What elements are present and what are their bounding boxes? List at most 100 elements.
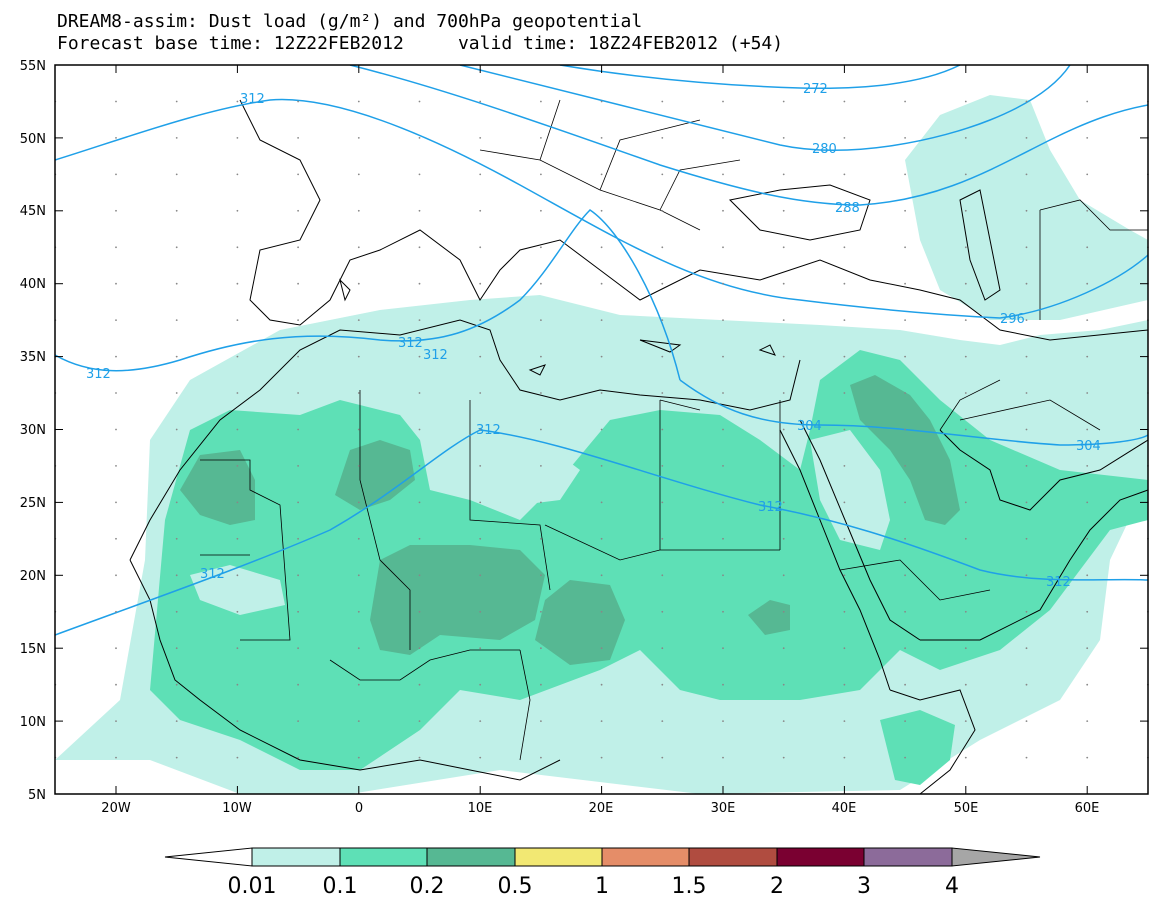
dust-layer-high xyxy=(850,375,960,525)
grid-dot xyxy=(418,392,421,394)
colorbar-label: 4 xyxy=(945,874,959,899)
coastlines xyxy=(129,99,1148,794)
grid-dot xyxy=(661,100,664,103)
grid-dot xyxy=(236,647,239,650)
grid-dot xyxy=(782,756,785,759)
contour-label-272: 272 xyxy=(803,82,828,97)
colorbar-label: 1.5 xyxy=(672,874,707,899)
dust-clear-patch xyxy=(480,450,580,505)
grid-dot xyxy=(236,355,239,358)
grid-dot xyxy=(843,209,846,212)
grid-dot xyxy=(540,282,542,285)
grid-dot xyxy=(782,282,785,285)
grid-dot xyxy=(357,392,360,394)
grid-dot xyxy=(1086,282,1089,285)
dust-layer-high xyxy=(535,580,625,665)
grid-dot xyxy=(904,720,906,722)
dust-layer-high xyxy=(370,545,545,655)
grid-dot xyxy=(175,501,178,504)
lon-label: 30E xyxy=(711,801,736,816)
grid-dot xyxy=(1025,756,1028,759)
grid-dot xyxy=(418,246,421,249)
grid-dot xyxy=(540,319,542,321)
grid-dot xyxy=(661,647,664,650)
grid-dot xyxy=(175,100,178,103)
grid-dot xyxy=(115,756,117,759)
colorbar-label: 2 xyxy=(770,874,784,899)
grid-dot xyxy=(540,246,542,249)
grid-dot xyxy=(1025,720,1028,722)
contour-label-312: 312 xyxy=(758,500,783,515)
grid-dot xyxy=(661,683,664,686)
grid-dot xyxy=(297,465,299,467)
grid-dot xyxy=(115,100,117,103)
grid-dot xyxy=(782,720,785,722)
grid-dot xyxy=(782,392,785,394)
grid-dot xyxy=(843,246,846,249)
grid-dot xyxy=(479,319,482,321)
horn-coast xyxy=(889,689,976,794)
lon-axis: 20W 10W 0 10E 20E 30E 40E 50E 60E xyxy=(101,801,1099,816)
grid-dot xyxy=(1025,282,1028,285)
grid-dot xyxy=(297,683,299,686)
grid-dot xyxy=(1086,173,1089,176)
grid-dot xyxy=(722,647,724,650)
grid-dot xyxy=(479,537,482,540)
dust-clear-patch xyxy=(190,565,285,615)
grid-dot xyxy=(357,173,360,176)
grid-dot xyxy=(357,756,360,759)
grid-dot xyxy=(236,428,239,431)
grid-dot xyxy=(540,610,542,613)
contour-label-288: 288 xyxy=(835,201,860,216)
grid-dot xyxy=(357,683,360,686)
grid-dot xyxy=(782,647,785,650)
grid-dot xyxy=(479,683,482,686)
grid-dot xyxy=(904,683,906,686)
grid-dot xyxy=(600,392,603,394)
grid-dot xyxy=(843,756,846,759)
lat-label: 15N xyxy=(20,642,46,657)
grid-dot xyxy=(600,319,603,321)
grid-dot xyxy=(479,173,482,176)
grid-dot xyxy=(1025,100,1028,103)
contour-296 xyxy=(55,98,1148,319)
grid-dot xyxy=(115,355,117,358)
grid-dot xyxy=(540,465,542,467)
grid-dot xyxy=(661,173,664,176)
lon-label: 10W xyxy=(222,801,252,816)
grid-dot xyxy=(357,100,360,103)
grid-dot xyxy=(722,720,724,722)
red-sea-coast-east xyxy=(799,419,921,641)
grid-dot xyxy=(843,501,846,504)
arabia-coast xyxy=(920,489,1148,641)
grid-dot xyxy=(904,756,906,759)
grid-dot xyxy=(722,428,724,431)
grid-dot xyxy=(175,756,178,759)
contour-label-304: 304 xyxy=(797,419,822,434)
grid-dot xyxy=(236,720,239,722)
grid-dot xyxy=(115,465,117,467)
lon-label: 40E xyxy=(832,801,857,816)
grid-dot xyxy=(236,173,239,176)
grid-dot xyxy=(661,465,664,467)
contour-272 xyxy=(559,65,961,90)
lon-label: 20W xyxy=(101,801,131,816)
lon-label: 20E xyxy=(589,801,614,816)
grid-dot xyxy=(1086,647,1089,650)
grid-dot xyxy=(479,465,482,467)
grid-dot xyxy=(418,173,421,176)
colorbar-segment xyxy=(601,847,690,867)
north-africa-coastline xyxy=(129,319,801,561)
grid-dot xyxy=(297,137,299,139)
grid-dot xyxy=(722,574,724,577)
map-title: DREAM8-assim: Dust load (g/m²) and 700hP… xyxy=(57,11,643,32)
west-africa-coastline xyxy=(129,559,561,781)
grid-dot xyxy=(661,537,664,540)
grid-dot xyxy=(600,246,603,249)
grid-dot xyxy=(600,100,603,103)
map-subtitle: Forecast base time: 12Z22FEB2012 valid t… xyxy=(57,33,784,54)
grid-dot xyxy=(540,173,542,176)
grid-dot xyxy=(661,137,664,139)
grid-dot xyxy=(661,610,664,613)
grid-dot xyxy=(357,246,360,249)
